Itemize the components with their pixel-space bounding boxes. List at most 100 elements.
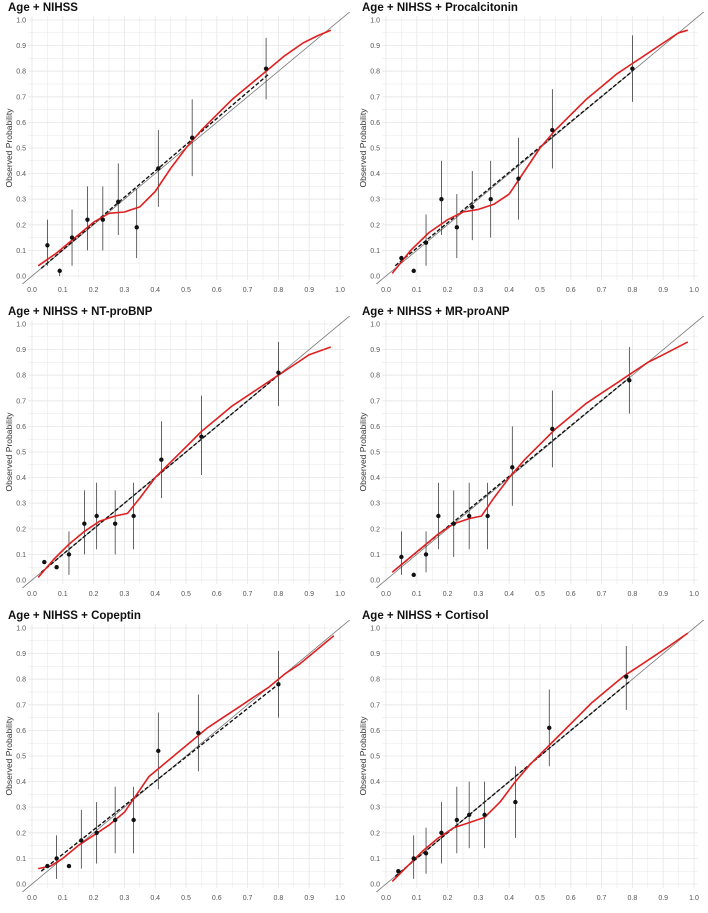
- identity-line: [375, 316, 705, 588]
- data-point: [100, 217, 106, 222]
- y-tick-label: 0.7: [16, 398, 26, 405]
- y-tick-label: 0.8: [16, 373, 26, 380]
- data-point: [399, 554, 404, 560]
- y-tick-label: 0.9: [370, 347, 380, 354]
- data-point: [82, 521, 87, 526]
- gridlines: [28, 320, 344, 584]
- y-tick-label: 0.9: [370, 651, 380, 658]
- data-point: [57, 268, 62, 274]
- x-tick-label: 0.0: [381, 591, 391, 598]
- x-tick-label: 0.9: [658, 591, 668, 598]
- x-tick-label: 1.0: [689, 895, 699, 902]
- x-tick-label: 0.3: [120, 591, 130, 598]
- data-point: [550, 127, 555, 133]
- data-point: [439, 830, 444, 835]
- x-tick-label: 0.6: [212, 895, 222, 902]
- y-tick-label: 0.2: [370, 222, 380, 229]
- y-tick-label: 0.1: [16, 248, 26, 255]
- y-tick-label: 0.3: [16, 197, 26, 204]
- data-point: [45, 243, 50, 248]
- x-tick-label: 0.1: [412, 287, 422, 294]
- panel-title: Age + NIHSS + Copeptin: [8, 610, 141, 622]
- y-tick-label: 0.7: [370, 702, 380, 709]
- y-tick-label: 0.5: [370, 146, 380, 153]
- panel-title: Age + NIHSS + Procalcitonin: [362, 2, 518, 14]
- y-tick-label: 0.3: [370, 805, 380, 812]
- x-tick-label: 0.7: [243, 895, 253, 902]
- x-tick-label: 0.3: [474, 895, 484, 902]
- x-tick-label: 1.0: [689, 287, 699, 294]
- y-axis-label: Observed Probability: [358, 716, 368, 796]
- data-point: [624, 674, 629, 679]
- y-tick-label: 0.6: [370, 728, 380, 735]
- data-point: [466, 812, 472, 818]
- x-tick-label: 0.6: [212, 591, 222, 598]
- x-tick-label: 0.9: [304, 591, 314, 598]
- data-point: [396, 869, 401, 874]
- y-tick-label: 0.2: [16, 222, 26, 229]
- y-axis-label: Observed Probability: [358, 108, 368, 188]
- smooth-calibration-curve: [37, 346, 332, 578]
- data-point: [411, 856, 416, 861]
- data-point: [454, 225, 460, 230]
- x-tick-label: 0.7: [597, 591, 607, 598]
- x-tick-label: 0.0: [381, 287, 391, 294]
- x-tick-label: 1.0: [335, 591, 345, 598]
- calibration-plot: 0.0 0.1 0.2 0.3 0.4 0.5 0.6 0.7 0.8 0.9 1.0 0.0 0.1 0…: [4, 620, 351, 902]
- x-tick-label: 0.1: [58, 287, 68, 294]
- data-point: [42, 559, 47, 565]
- x-tick-label: 0.1: [58, 895, 68, 902]
- data-point: [399, 255, 404, 261]
- y-tick-label: 0.8: [370, 373, 380, 380]
- data-point: [547, 725, 552, 731]
- calibration-plot: 0.0 0.1 0.2 0.3 0.4 0.5 0.6 0.7 0.8 0.9 1.0 0.0 0.1 0…: [4, 12, 351, 294]
- x-tick-label: 0.5: [181, 287, 191, 294]
- data-point: [134, 225, 139, 230]
- data-point: [488, 197, 493, 202]
- x-tick-label: 1.0: [335, 895, 345, 902]
- x-tick-label: 0.0: [381, 895, 391, 902]
- x-tick-label: 0.5: [535, 895, 545, 902]
- x-tick-label: 0.9: [304, 287, 314, 294]
- gridlines: [382, 624, 698, 888]
- x-tick-label: 0.8: [274, 591, 284, 598]
- x-tick-label: 0.4: [504, 895, 514, 902]
- data-point: [45, 863, 50, 869]
- linear-fit-line: [40, 73, 270, 269]
- data-point: [66, 552, 72, 557]
- data-point: [196, 730, 201, 736]
- y-tick-label: 0.1: [370, 248, 380, 255]
- data-point: [54, 856, 59, 861]
- y-tick-label: 0.3: [370, 501, 380, 508]
- y-tick-label: 0.9: [16, 43, 26, 50]
- calibration-plot: 0.0 0.1 0.2 0.3 0.4 0.5 0.6 0.7 0.8 0.9 1.0 0.0 0.1 0…: [358, 12, 705, 294]
- x-tick-label: 0.1: [58, 591, 68, 598]
- data-point: [189, 135, 195, 140]
- y-tick-label: 0.5: [16, 450, 26, 457]
- calibration-panel: 0.0 0.1 0.2 0.3 0.4 0.5 0.6 0.7 0.8 0.9 1.0 0.0 0.1 0…: [0, 304, 354, 608]
- data-point: [112, 521, 118, 526]
- calibration-plot: 0.0 0.1 0.2 0.3 0.4 0.5 0.6 0.7 0.8 0.9 1.0 0.0 0.1 0…: [4, 316, 351, 598]
- y-tick-label: 0.6: [16, 120, 26, 127]
- gridlines: [28, 624, 344, 888]
- x-tick-label: 0.7: [243, 591, 253, 598]
- gridlines: [28, 16, 344, 280]
- y-axis-label: Observed Probability: [4, 412, 14, 492]
- data-point: [66, 863, 72, 869]
- data-point: [423, 552, 429, 557]
- calibration-panel: 0.0 0.1 0.2 0.3 0.4 0.5 0.6 0.7 0.8 0.9 1.0 0.0 0.1 0…: [0, 0, 354, 304]
- data-point: [423, 851, 429, 856]
- data-point: [482, 812, 487, 818]
- y-tick-label: 0.4: [16, 475, 26, 482]
- data-point: [116, 199, 121, 204]
- data-point: [69, 235, 75, 240]
- y-tick-label: 0.7: [370, 94, 380, 101]
- data-point: [466, 513, 472, 519]
- x-tick-label: 0.6: [566, 287, 576, 294]
- x-tick-label: 0.1: [412, 591, 422, 598]
- y-tick-label: 0.5: [370, 754, 380, 761]
- y-tick-label: 0.0: [370, 882, 380, 889]
- data-point: [516, 176, 521, 181]
- y-tick-label: 0.0: [370, 274, 380, 281]
